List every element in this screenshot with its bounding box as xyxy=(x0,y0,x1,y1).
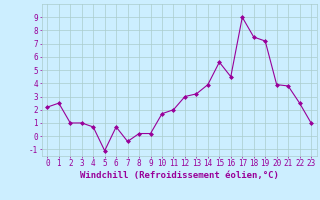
X-axis label: Windchill (Refroidissement éolien,°C): Windchill (Refroidissement éolien,°C) xyxy=(80,171,279,180)
